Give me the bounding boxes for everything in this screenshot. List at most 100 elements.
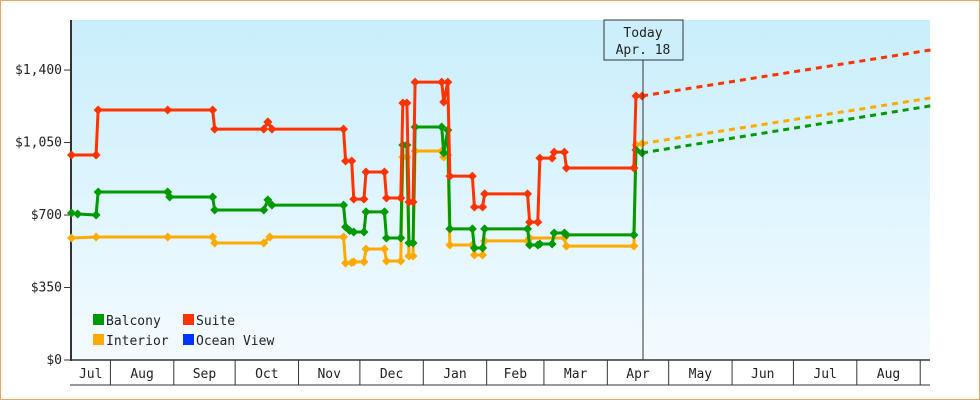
balcony-point — [523, 224, 533, 234]
balcony-point — [408, 238, 418, 248]
suite-point — [210, 124, 220, 134]
balcony-point — [637, 148, 647, 158]
balcony-point — [93, 187, 103, 197]
today-marker: Today Apr. 18 — [603, 19, 684, 360]
balcony-point — [525, 240, 535, 250]
balcony-point — [361, 207, 371, 217]
month-label: Aug — [877, 367, 900, 382]
balcony-point — [339, 200, 349, 210]
interior-point — [359, 257, 369, 267]
interior-point — [379, 244, 389, 254]
month-label: Nov — [317, 367, 341, 382]
interior-point — [265, 232, 275, 242]
balcony-point — [208, 192, 218, 202]
suite-point — [439, 97, 449, 107]
interior-point — [361, 244, 371, 254]
month-label: Feb — [504, 367, 528, 382]
interior-point — [408, 251, 418, 261]
balcony-point — [259, 205, 269, 215]
today-label: Today — [623, 26, 662, 41]
suite-point — [359, 194, 369, 204]
interior-point — [396, 256, 406, 266]
interior-point — [561, 241, 571, 251]
interior-point — [341, 258, 351, 268]
x-axis: Jul Aug Sep Oct Nov Dec Jan Feb Mar Apr May Jun Jul A… — [70, 359, 930, 386]
legend-label-ocean-view: Ocean View — [196, 334, 274, 349]
suite-point — [208, 105, 218, 115]
y-tick-label: $0 — [46, 353, 62, 368]
month-label: Aug — [130, 367, 153, 382]
today-box — [603, 19, 684, 61]
suite-point — [525, 217, 535, 227]
month-label: Jul — [79, 367, 102, 382]
balcony-point — [210, 205, 220, 215]
balcony-point — [547, 239, 557, 249]
plot-area — [71, 20, 930, 360]
legend-swatch-balcony — [93, 314, 104, 325]
interior-point — [469, 250, 479, 260]
legend-swatch-ocean-view — [183, 334, 194, 345]
suite-point — [631, 91, 641, 101]
series-layer — [67, 48, 931, 268]
interior-forecast-line — [641, 96, 931, 146]
suite-point — [637, 91, 647, 101]
interior-point — [349, 257, 359, 267]
suite-point — [396, 193, 406, 203]
balcony-point — [67, 208, 77, 218]
suite-point — [402, 98, 412, 108]
balcony-point — [267, 200, 277, 210]
suite-point — [410, 77, 420, 87]
suite-point — [533, 217, 543, 227]
suite-point — [469, 202, 479, 212]
suite-point — [549, 147, 559, 157]
balcony-point — [165, 192, 175, 202]
suite-point — [478, 202, 488, 212]
suite-point — [480, 189, 490, 199]
balcony-point — [359, 227, 369, 237]
suite-point — [347, 156, 357, 166]
balcony-point — [396, 233, 406, 243]
suite-point — [467, 171, 477, 181]
month-label: Jun — [751, 367, 774, 382]
legend: Balcony Suite Interior Ocean View — [93, 314, 274, 349]
suite-point — [349, 194, 359, 204]
suite-point — [379, 167, 389, 177]
legend-label-balcony: Balcony — [106, 314, 161, 329]
interior-point — [67, 233, 77, 243]
balcony-point — [379, 207, 389, 217]
suite-point — [443, 77, 453, 87]
balcony-point — [478, 243, 488, 253]
today-date: Apr. 18 — [616, 43, 671, 58]
suite-point — [381, 193, 391, 203]
interior-point — [445, 240, 455, 250]
month-label: May — [689, 367, 713, 382]
month-label: Dec — [380, 367, 403, 382]
month-label: Mar — [564, 367, 588, 382]
month-label: Oct — [255, 367, 278, 382]
suite-point — [361, 167, 371, 177]
suite-point — [629, 163, 639, 173]
y-tick-label: $700 — [31, 208, 62, 223]
interior-point — [91, 232, 101, 242]
suite-point — [93, 105, 103, 115]
y-tick-label: $1,050 — [15, 136, 62, 151]
balcony-point — [469, 243, 479, 253]
balcony-point — [467, 224, 477, 234]
month-label: Apr — [626, 367, 650, 382]
legend-label-interior: Interior — [106, 334, 169, 349]
suite-point — [163, 105, 173, 115]
interior-point — [381, 256, 391, 266]
balcony-point — [549, 228, 559, 238]
month-label: Jul — [813, 367, 836, 382]
suite-point — [561, 163, 571, 173]
suite-point — [437, 77, 447, 87]
suite-point — [259, 124, 269, 134]
suite-forecast-line — [641, 48, 931, 98]
balcony-point — [91, 210, 101, 220]
interior-point — [339, 232, 349, 242]
suite-point — [559, 147, 569, 157]
balcony-point — [381, 233, 391, 243]
suite-point — [341, 156, 351, 166]
balcony-point — [349, 227, 359, 237]
